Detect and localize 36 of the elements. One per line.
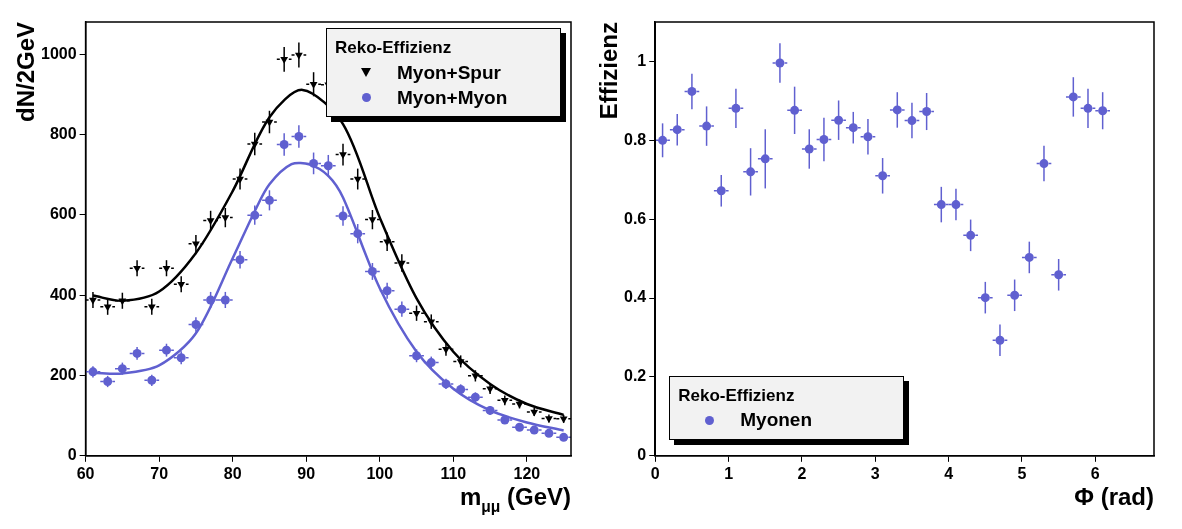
legend-label: Myon+Spur (397, 61, 501, 84)
y-tick-label: 0.6 (623, 209, 647, 227)
x-tick-label: 120 (513, 464, 541, 482)
x-tick-label: 110 (440, 464, 467, 482)
point (559, 432, 569, 442)
y-tick-label: 1 (637, 51, 647, 69)
x-tick-label: 4 (944, 464, 954, 482)
x-tick-label: 70 (150, 464, 169, 482)
legend-label: Myon+Myon (397, 86, 508, 109)
point (515, 422, 525, 432)
y-axis-title: dN/2GeV (12, 22, 39, 123)
y-tick-label: 0.4 (623, 288, 647, 306)
x-tick-label: 60 (76, 464, 95, 482)
y-tick-label: 200 (49, 365, 77, 383)
x-tick-label: 6 (1090, 464, 1100, 482)
x-tick-label: 2 (797, 464, 807, 482)
x-tick-label: 1 (724, 464, 734, 482)
x-axis-title: Φ (rad) (1074, 483, 1154, 510)
x-tick-label: 3 (870, 464, 880, 482)
x-tick-label: 80 (223, 464, 242, 482)
y-tick-label: 400 (49, 285, 77, 303)
y-axis-title: Effizienz (595, 21, 622, 120)
y-tick-label: 600 (49, 205, 77, 223)
y-tick-label: 0 (637, 446, 647, 464)
x-tick-label: 0 (650, 464, 660, 482)
y-tick-label: 800 (49, 124, 77, 142)
y-tick-label: 1000 (41, 44, 77, 62)
legend-title: Reko-Effizienz (678, 384, 796, 407)
y-tick-label: 0 (67, 446, 77, 464)
y-tick-label: 0.8 (623, 130, 647, 148)
x-tick-label: 5 (1017, 464, 1027, 482)
legend-label: Myonen (740, 409, 813, 432)
x-tick-label: 90 (297, 464, 316, 482)
legend-title: Reko-Effizienz (335, 37, 453, 59)
y-tick-label: 0.2 (623, 367, 647, 385)
x-tick-label: 100 (366, 464, 394, 482)
